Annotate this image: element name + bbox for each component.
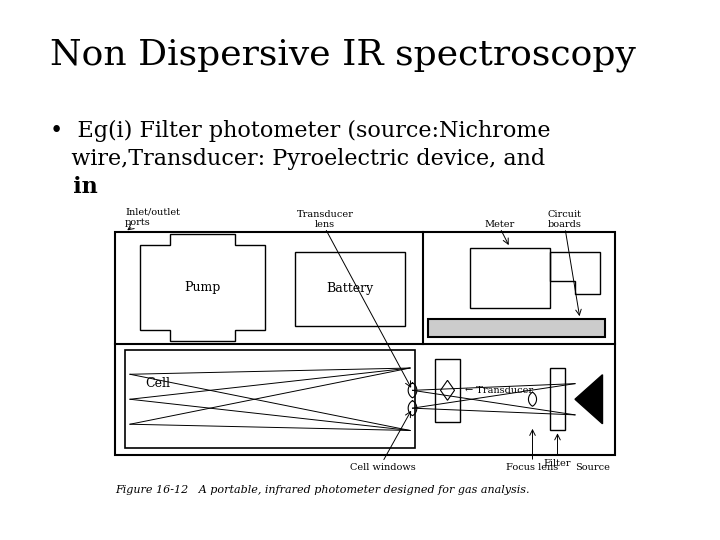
Polygon shape	[428, 319, 605, 337]
Text: wire,Transducer: Pyroelectric device, and: wire,Transducer: Pyroelectric device, an…	[50, 148, 545, 170]
Text: Figure 16-12   A portable, infrared photometer designed for gas analysis.: Figure 16-12 A portable, infrared photom…	[115, 485, 529, 495]
Text: Circuit
boards: Circuit boards	[548, 210, 582, 229]
Text: Meter: Meter	[485, 220, 515, 229]
Text: in: in	[50, 176, 98, 198]
Text: •  Eg(i) Filter photometer (source:Nichrome: • Eg(i) Filter photometer (source:Nichro…	[50, 120, 551, 142]
Text: Inlet/outlet
ports: Inlet/outlet ports	[125, 207, 180, 227]
Text: Cell: Cell	[145, 377, 170, 390]
Text: Cell windows: Cell windows	[350, 463, 415, 472]
Text: Source: Source	[575, 463, 610, 472]
Text: Transducer
lens: Transducer lens	[297, 210, 354, 229]
Text: Non Dispersive IR spectroscopy: Non Dispersive IR spectroscopy	[50, 38, 636, 72]
Text: Focus lens: Focus lens	[506, 463, 559, 472]
Text: Filter: Filter	[544, 459, 571, 468]
Text: Battery: Battery	[326, 282, 374, 295]
Polygon shape	[575, 375, 603, 424]
Text: Pump: Pump	[184, 281, 221, 294]
Text: ← Transducer: ← Transducer	[465, 386, 533, 395]
